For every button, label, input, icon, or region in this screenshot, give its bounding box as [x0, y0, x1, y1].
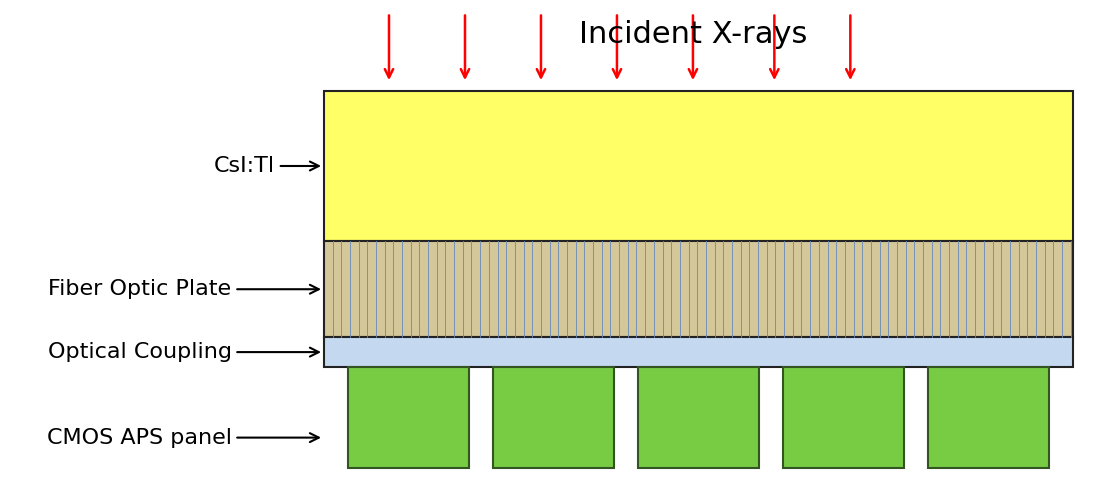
Text: Optical Coupling: Optical Coupling — [47, 342, 319, 362]
Bar — [493, 367, 614, 468]
Bar — [638, 367, 759, 468]
Bar — [323, 337, 1072, 367]
Bar — [927, 367, 1049, 468]
Text: CsI:Tl: CsI:Tl — [213, 156, 319, 176]
Text: CMOS APS panel: CMOS APS panel — [46, 428, 319, 448]
Text: Incident X-rays: Incident X-rays — [579, 20, 807, 49]
Text: Fiber Optic Plate: Fiber Optic Plate — [48, 279, 319, 299]
Bar — [348, 367, 469, 468]
Bar — [783, 367, 904, 468]
Bar — [323, 241, 1072, 337]
Bar — [323, 91, 1072, 241]
